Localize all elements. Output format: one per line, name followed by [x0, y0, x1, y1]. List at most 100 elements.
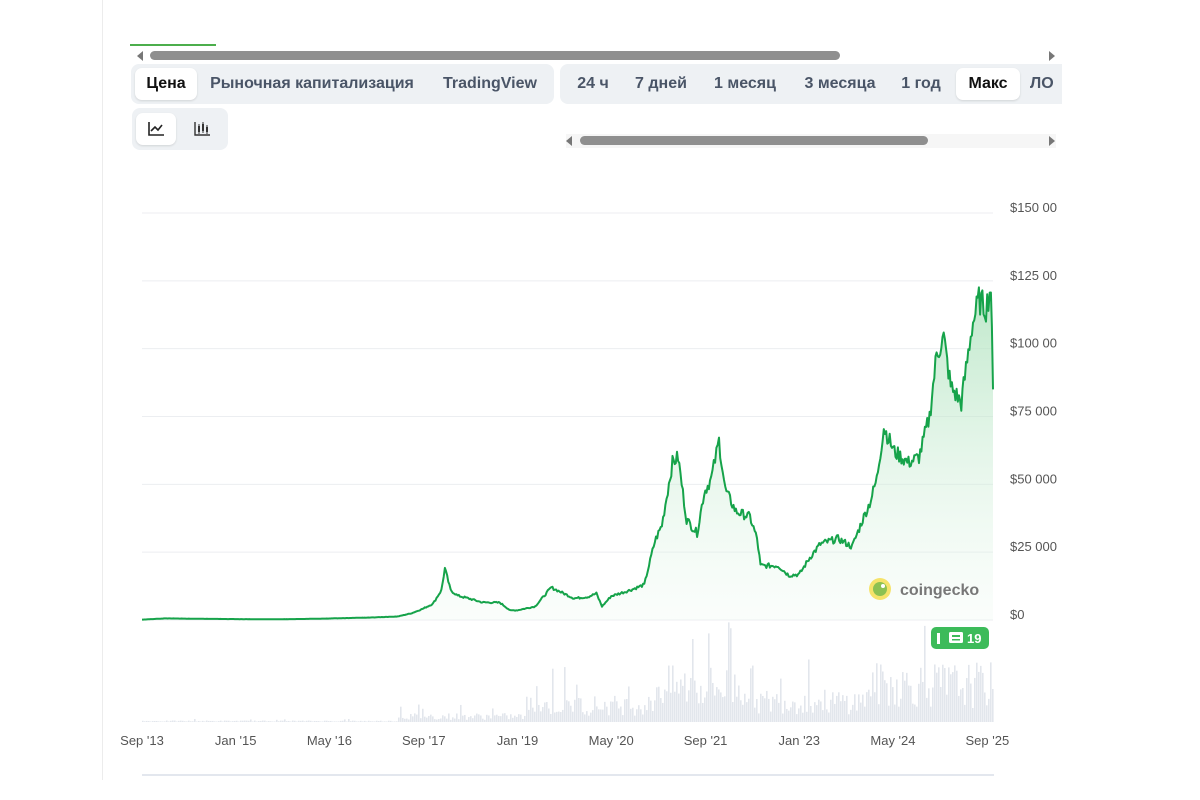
- x-axis-tick-label: Jan '15: [215, 733, 257, 748]
- volume-bar: [656, 687, 658, 722]
- tab-range-24h[interactable]: 24 ч: [577, 75, 609, 92]
- volume-bar: [570, 705, 572, 722]
- volume-bar: [382, 721, 384, 722]
- volume-bar: [666, 691, 668, 722]
- volume-bar: [592, 710, 594, 722]
- volume-bar: [698, 703, 700, 722]
- volume-bar: [374, 721, 376, 722]
- volume-bar: [860, 702, 862, 722]
- volume-bar: [494, 715, 496, 722]
- volume-bar: [250, 719, 252, 722]
- volume-bar: [760, 693, 762, 722]
- volume-bar: [576, 684, 578, 722]
- volume-bar: [966, 678, 968, 722]
- volume-bar: [662, 702, 664, 722]
- volume-bar: [178, 720, 180, 722]
- chart-bottom-border: [142, 774, 994, 776]
- volume-bar: [694, 680, 696, 722]
- time-range-tabs: 24 ч 7 дней 1 месяц 3 месяца 1 год Макс …: [560, 64, 1080, 104]
- volume-bar: [568, 701, 570, 722]
- y-axis-tick-label: $150 00: [1010, 200, 1057, 215]
- volume-bar: [836, 695, 838, 722]
- tab-range-1y[interactable]: 1 год: [901, 75, 941, 92]
- volume-bar: [728, 622, 730, 722]
- volume-bar: [882, 671, 884, 722]
- volume-bar: [262, 720, 264, 722]
- volume-bar: [856, 710, 858, 722]
- news-badge[interactable]: 19: [931, 627, 989, 649]
- line-chart-button[interactable]: [136, 113, 176, 145]
- volume-bar: [486, 714, 488, 722]
- volume-bar: [824, 689, 826, 722]
- volume-bar: [514, 715, 516, 722]
- scroll-right-arrow-top[interactable]: [1049, 51, 1055, 61]
- volume-bar: [396, 721, 398, 722]
- scroll-left-arrow-top[interactable]: [137, 51, 143, 61]
- volume-bar: [536, 686, 538, 722]
- volume-bar: [454, 718, 456, 722]
- coingecko-watermark: coingecko: [869, 578, 979, 600]
- volume-bar: [578, 698, 580, 722]
- volume-bar: [290, 721, 292, 722]
- volume-bar: [614, 695, 616, 722]
- scroll-left-arrow-chart[interactable]: [566, 136, 572, 146]
- tabs-overflow-clip: [1062, 60, 1200, 110]
- volume-bar: [944, 668, 946, 722]
- volume-bar: [910, 685, 912, 722]
- volume-bar: [370, 721, 372, 722]
- tab-range-1m[interactable]: 1 месяц: [714, 75, 776, 92]
- volume-bar: [804, 695, 806, 722]
- volume-bar: [972, 707, 974, 722]
- page-left-border: [102, 0, 103, 780]
- volume-bar: [464, 714, 466, 722]
- volume-bar: [300, 720, 302, 722]
- tab-market-cap[interactable]: Рыночная капитализация: [210, 75, 414, 92]
- volume-bar: [590, 712, 592, 722]
- volume-bar: [746, 702, 748, 722]
- volume-bar: [406, 718, 408, 722]
- volume-bar: [352, 720, 354, 722]
- volume-bar: [830, 699, 832, 722]
- volume-bar: [848, 714, 850, 722]
- chart-scrollbar-thumb[interactable]: [580, 136, 928, 145]
- tab-tradingview[interactable]: TradingView: [443, 75, 537, 92]
- volume-bar: [354, 720, 356, 722]
- volume-bar: [456, 713, 458, 722]
- volume-bar: [790, 707, 792, 722]
- volume-bar: [602, 709, 604, 722]
- volume-bar: [462, 715, 464, 722]
- tab-range-log[interactable]: ЛО: [1030, 75, 1054, 92]
- volume-bar: [888, 705, 890, 722]
- tab-range-3m[interactable]: 3 месяца: [804, 75, 876, 92]
- volume-bar: [982, 672, 984, 722]
- volume-bar: [742, 704, 744, 722]
- scroll-right-arrow-chart[interactable]: [1049, 136, 1055, 146]
- volume-bar: [786, 708, 788, 722]
- volume-bar: [334, 721, 336, 722]
- volume-bar: [460, 704, 462, 722]
- volume-bar: [664, 689, 666, 722]
- volume-bar: [184, 721, 186, 722]
- volume-bar: [646, 710, 648, 722]
- volume-bar: [588, 715, 590, 722]
- tab-price[interactable]: Цена: [135, 68, 197, 100]
- volume-bar: [228, 720, 230, 722]
- volume-bar: [992, 688, 994, 722]
- tabs-scrollbar-thumb[interactable]: [150, 51, 840, 60]
- volume-bar: [582, 712, 584, 722]
- volume-bar: [530, 697, 532, 722]
- volume-bar: [234, 720, 236, 722]
- volume-bar: [606, 706, 608, 722]
- volume-bar: [328, 721, 330, 722]
- volume-bar: [754, 707, 756, 722]
- tab-range-7d[interactable]: 7 дней: [635, 75, 687, 92]
- volume-bar: [278, 721, 280, 722]
- volume-bar: [326, 720, 328, 722]
- candlestick-button[interactable]: [182, 113, 222, 145]
- volume-bar: [392, 721, 394, 722]
- volume-bar: [172, 720, 174, 722]
- tab-range-max[interactable]: Макс: [956, 68, 1020, 100]
- volume-bar: [288, 720, 290, 722]
- volume-bar: [520, 714, 522, 722]
